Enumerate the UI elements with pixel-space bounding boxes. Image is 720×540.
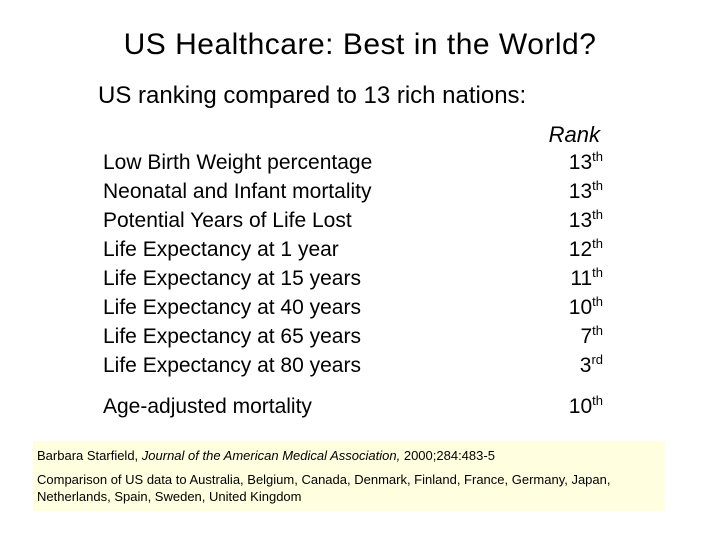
citation-box: Barbara Starfield, Journal of the Americ… bbox=[33, 441, 665, 511]
ranking-value: 12th bbox=[568, 236, 603, 261]
ranking-label: Life Expectancy at 40 years bbox=[103, 296, 361, 319]
ranking-label: Life Expectancy at 80 years bbox=[103, 354, 361, 377]
ranking-label: Potential Years of Life Lost bbox=[103, 209, 352, 232]
ranking-value: 13th bbox=[568, 207, 603, 232]
ranking-table: Low Birth Weight percentage 13th Neonata… bbox=[103, 148, 603, 421]
ranking-row: Life Expectancy at 80 years 3rd bbox=[103, 351, 603, 380]
ranking-label: Life Expectancy at 1 year bbox=[103, 238, 339, 261]
slide-title: US Healthcare: Best in the World? bbox=[123, 28, 597, 61]
citation-text: Barbara Starfield, Journal of the Americ… bbox=[37, 448, 495, 463]
ranking-label: Neonatal and Infant mortality bbox=[103, 180, 372, 203]
ranking-value: 11th bbox=[570, 265, 603, 290]
ranking-value: 13th bbox=[568, 178, 603, 203]
slide-subtitle: US ranking compared to 13 rich nations: bbox=[98, 82, 527, 109]
ranking-value: 10th bbox=[568, 294, 603, 319]
comparison-note: Comparison of US data to Australia, Belg… bbox=[37, 472, 611, 504]
ranking-value: 10th bbox=[568, 393, 603, 418]
ranking-label: Life Expectancy at 65 years bbox=[103, 325, 361, 348]
ranking-row: Life Expectancy at 65 years 7th bbox=[103, 322, 603, 351]
ranking-value: 13th bbox=[568, 149, 603, 174]
ranking-label: Age-adjusted mortality bbox=[103, 395, 312, 418]
ranking-row: Age-adjusted mortality 10th bbox=[103, 392, 603, 421]
ranking-row: Life Expectancy at 1 year 12th bbox=[103, 235, 603, 264]
ranking-label: Low Birth Weight percentage bbox=[103, 151, 373, 174]
ranking-row: Neonatal and Infant mortality 13th bbox=[103, 177, 603, 206]
ranking-row: Potential Years of Life Lost 13th bbox=[103, 206, 603, 235]
ranking-row: Life Expectancy at 15 years 11th bbox=[103, 264, 603, 293]
ranking-label: Life Expectancy at 15 years bbox=[103, 267, 361, 290]
ranking-value: 7th bbox=[580, 323, 603, 348]
rank-column-header: Rank bbox=[548, 122, 600, 147]
ranking-row: Life Expectancy at 40 years 10th bbox=[103, 293, 603, 322]
ranking-value: 3rd bbox=[579, 352, 603, 377]
ranking-row: Low Birth Weight percentage 13th bbox=[103, 148, 603, 177]
